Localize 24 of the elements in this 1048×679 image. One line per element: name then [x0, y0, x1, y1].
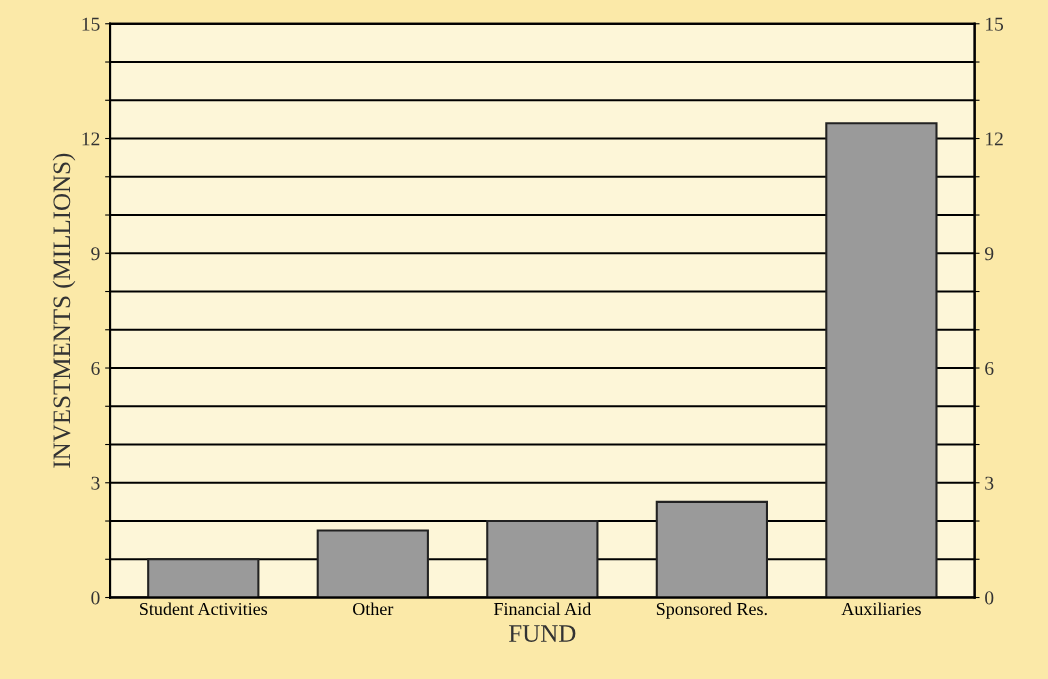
x-axis-title: FUND [509, 625, 576, 642]
bar [825, 122, 938, 598]
bar [147, 558, 260, 598]
x-tick-label: Auxiliaries [841, 602, 921, 616]
y2-tick-label: 12 [986, 132, 1003, 146]
y2-tick-label: 15 [986, 17, 1004, 31]
bar [655, 500, 769, 598]
y2-tick-label: 3 [985, 476, 994, 490]
x-tick-label: Financial Aid [493, 602, 592, 616]
y-tick-label: 0 [91, 591, 100, 605]
bar [486, 519, 599, 598]
x-tick-label: Student Activities [140, 602, 268, 616]
x-tick-label: Other [353, 602, 394, 616]
bar [316, 529, 429, 598]
y2-tick-label: 6 [985, 361, 994, 375]
y-tick-label: 6 [91, 361, 100, 375]
y2-tick-label: 0 [985, 591, 994, 605]
x-tick-label: Sponsored Res. [656, 602, 767, 619]
y-tick-label: 15 [82, 17, 100, 31]
y-tick-label: 9 [91, 247, 100, 261]
y2-tick-label: 9 [984, 247, 994, 261]
y-tick-label: 12 [82, 132, 100, 146]
y-axis-title: INVESTMENTS (MILLIONS) [52, 153, 76, 468]
y-tick-label: 3 [91, 476, 100, 490]
